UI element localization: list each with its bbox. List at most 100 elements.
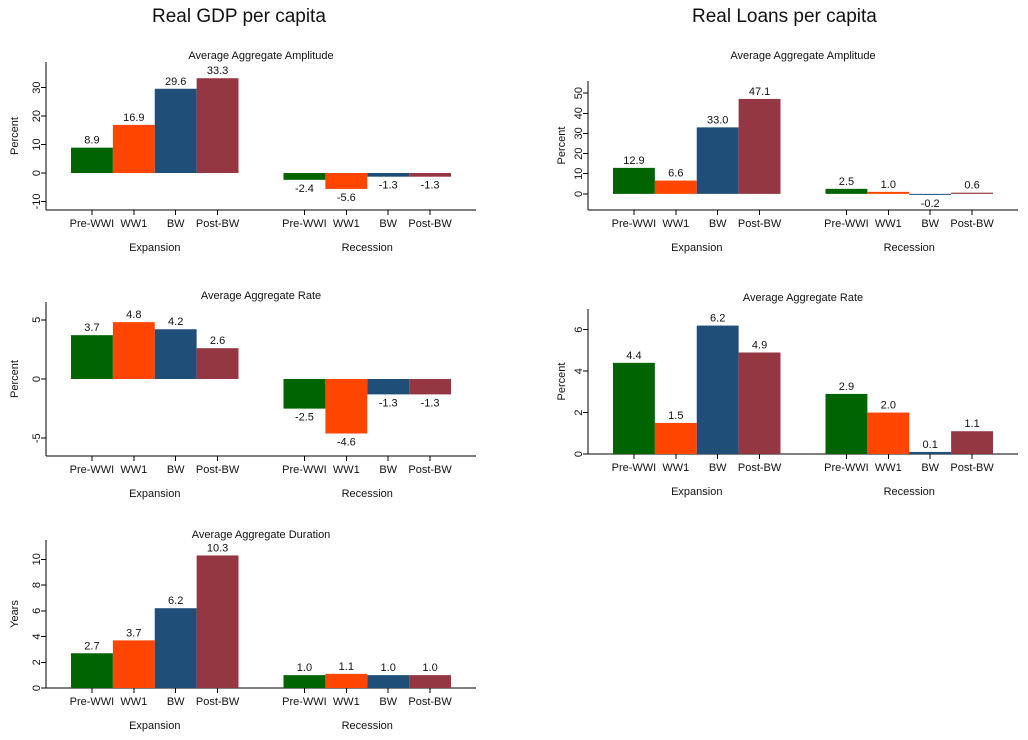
y-axis-label: Percent <box>556 127 568 165</box>
category-label: Pre-WWI <box>612 218 657 230</box>
bar-value-label: 16.9 <box>123 112 144 124</box>
bar-recession-ww1 <box>867 191 910 194</box>
y-tick-label: 10 <box>31 138 43 150</box>
bar-value-label: 6.2 <box>710 313 725 325</box>
bar-value-label: 1.0 <box>422 662 437 674</box>
bar-expansion-post-bw <box>196 348 239 379</box>
y-tick-label: 0 <box>31 685 43 691</box>
gdp-rate-chart: Average Aggregate Rate Percent -5 0 5 3.7 Pre-… <box>9 290 476 500</box>
group-label: Recession <box>884 486 935 498</box>
bar-expansion-ww1 <box>654 422 697 454</box>
gdp-amplitude-panel: Average Aggregate Amplitude Percent -10 0 10… <box>0 48 500 258</box>
category-label: Pre-WWI <box>282 696 327 708</box>
bar-value-label: 6.2 <box>168 595 183 607</box>
category-label: WW1 <box>333 218 360 230</box>
panel-title: Average Aggregate Amplitude <box>730 50 875 62</box>
category-label: Post-BW <box>950 462 994 474</box>
y-tick-label: 50 <box>573 87 585 99</box>
group-label: Expansion <box>671 242 722 254</box>
bar-recession-pre-wwi <box>825 188 868 194</box>
bar-expansion-pre-wwi <box>71 653 113 688</box>
category-label: WW1 <box>662 218 689 230</box>
bar-recession-bw <box>909 451 952 454</box>
bar-recession-ww1 <box>325 673 368 688</box>
bar-value-label: 47.1 <box>749 86 770 98</box>
category-label: WW1 <box>120 696 147 708</box>
bar-recession-ww1 <box>325 379 368 434</box>
bar-value-label: 2.0 <box>881 400 896 412</box>
bar-value-label: 4.4 <box>626 350 641 362</box>
y-tick-label: 4 <box>573 368 585 374</box>
category-label: Post-BW <box>738 218 782 230</box>
category-label: BW <box>167 218 185 230</box>
bar-expansion-ww1 <box>654 180 697 194</box>
loans-amplitude-chart: Average Aggregate Amplitude Percent 0 10 20 3… <box>556 50 1018 254</box>
bar-value-label: -2.5 <box>295 412 314 424</box>
category-label: BW <box>167 696 185 708</box>
bar-value-label: 1.0 <box>297 662 312 674</box>
category-label: BW <box>167 464 185 476</box>
bar-value-label: 2.9 <box>839 381 854 393</box>
bar-value-label: -5.6 <box>337 192 356 204</box>
y-tick-label: 20 <box>573 147 585 159</box>
bar-value-label: 0.1 <box>923 439 938 451</box>
bar-expansion-pre-wwi <box>71 147 113 173</box>
gdp-rate-panel: Average Aggregate Rate Percent -5 0 5 3.7 Pre-… <box>0 288 500 500</box>
category-label: BW <box>379 218 397 230</box>
category-label: Pre-WWI <box>612 462 657 474</box>
bar-expansion-bw <box>154 88 197 173</box>
y-axis-label: Percent <box>9 117 21 155</box>
bar-expansion-bw <box>154 608 197 688</box>
group-label: Expansion <box>129 242 180 254</box>
y-tick-label: 4 <box>31 633 43 639</box>
bar-expansion-bw <box>154 329 197 379</box>
bar-value-label: 10.3 <box>207 542 228 554</box>
category-label: Pre-WWI <box>70 218 115 230</box>
category-label: WW1 <box>120 464 147 476</box>
bar-recession-pre-wwi <box>283 675 326 688</box>
gdp-duration-chart: Average Aggregate Duration Years 0 2 4 6 8 10 2.… <box>9 529 476 732</box>
category-label: Post-BW <box>196 696 240 708</box>
category-label: BW <box>709 218 727 230</box>
bar-expansion-post-bw <box>738 98 781 194</box>
bar-value-label: 4.2 <box>168 316 183 328</box>
y-tick-label: 40 <box>573 107 585 119</box>
category-label: Pre-WWI <box>282 218 327 230</box>
category-label: Pre-WWI <box>824 462 869 474</box>
bar-value-label: -1.3 <box>421 180 440 192</box>
category-label: BW <box>921 218 939 230</box>
category-label: Post-BW <box>738 462 782 474</box>
bar-value-label: -2.4 <box>295 183 314 195</box>
category-label: WW1 <box>875 462 902 474</box>
y-tick-label: 0 <box>31 170 43 176</box>
y-tick-label: 0 <box>573 191 585 197</box>
bar-value-label: 3.7 <box>126 627 141 639</box>
bar-expansion-bw <box>696 325 739 454</box>
y-tick-label: 6 <box>31 608 43 614</box>
bar-value-label: 1.0 <box>881 179 896 191</box>
y-tick-label: 10 <box>31 553 43 565</box>
bar-value-label: 6.6 <box>668 168 683 180</box>
bar-value-label: 1.0 <box>381 662 396 674</box>
panel-title: Average Aggregate Amplitude <box>188 50 333 62</box>
category-label: Post-BW <box>196 218 240 230</box>
bar-expansion-pre-wwi <box>613 167 655 194</box>
bar-recession-post-bw <box>409 675 451 688</box>
bar-value-label: 2.5 <box>839 176 854 188</box>
loans-rate-panel: Average Aggregate Rate Percent 0 2 4 6 4.4 Pre-… <box>545 288 1028 498</box>
bar-expansion-post-bw <box>196 555 239 688</box>
bar-expansion-ww1 <box>112 124 155 173</box>
gdp-column-title: Real GDP per capita <box>152 6 326 27</box>
category-label: BW <box>921 462 939 474</box>
group-label: Recession <box>884 242 935 254</box>
bar-recession-bw <box>367 379 410 395</box>
y-tick-label: 5 <box>31 317 43 323</box>
loans-column-title: Real Loans per capita <box>692 6 877 27</box>
bar-expansion-pre-wwi <box>71 335 113 379</box>
category-label: Post-BW <box>950 218 994 230</box>
category-label: BW <box>709 462 727 474</box>
bar-value-label: 1.1 <box>964 418 979 430</box>
y-tick-label: 30 <box>573 127 585 139</box>
bar-value-label: -1.3 <box>379 397 398 409</box>
